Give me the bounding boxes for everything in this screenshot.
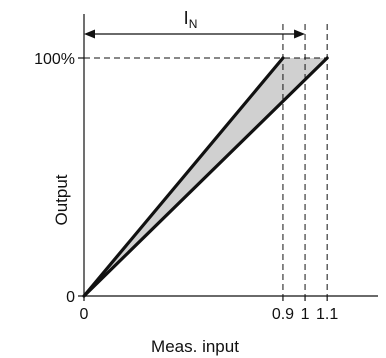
series-line-1 [82,56,285,298]
range-arrow-head-right [294,29,306,39]
series-lines [82,56,329,298]
tick-labels: 0 0.9 1 1.1 0 100% [34,51,338,323]
range-label: IN [184,8,198,31]
range-label-subscript: N [189,17,198,31]
nominal-range-annotation: IN [84,8,306,39]
x-tick-label-0.9: 0.9 [272,306,294,323]
guide-lines [84,24,328,296]
y-axis-label: Output [52,174,71,225]
x-tick-label-1.1: 1.1 [316,306,338,323]
series-line-2 [82,56,329,298]
axes [78,14,378,301]
x-tick-label-1: 1 [301,306,310,323]
range-label-main: I [184,8,189,28]
y-tick-label-0: 0 [66,289,75,306]
range-arrow-head-left [84,29,95,39]
y-tick-label-100%: 100% [34,51,75,68]
x-tick-label-0: 0 [80,306,89,323]
x-axis-label: Meas. input [151,337,239,356]
